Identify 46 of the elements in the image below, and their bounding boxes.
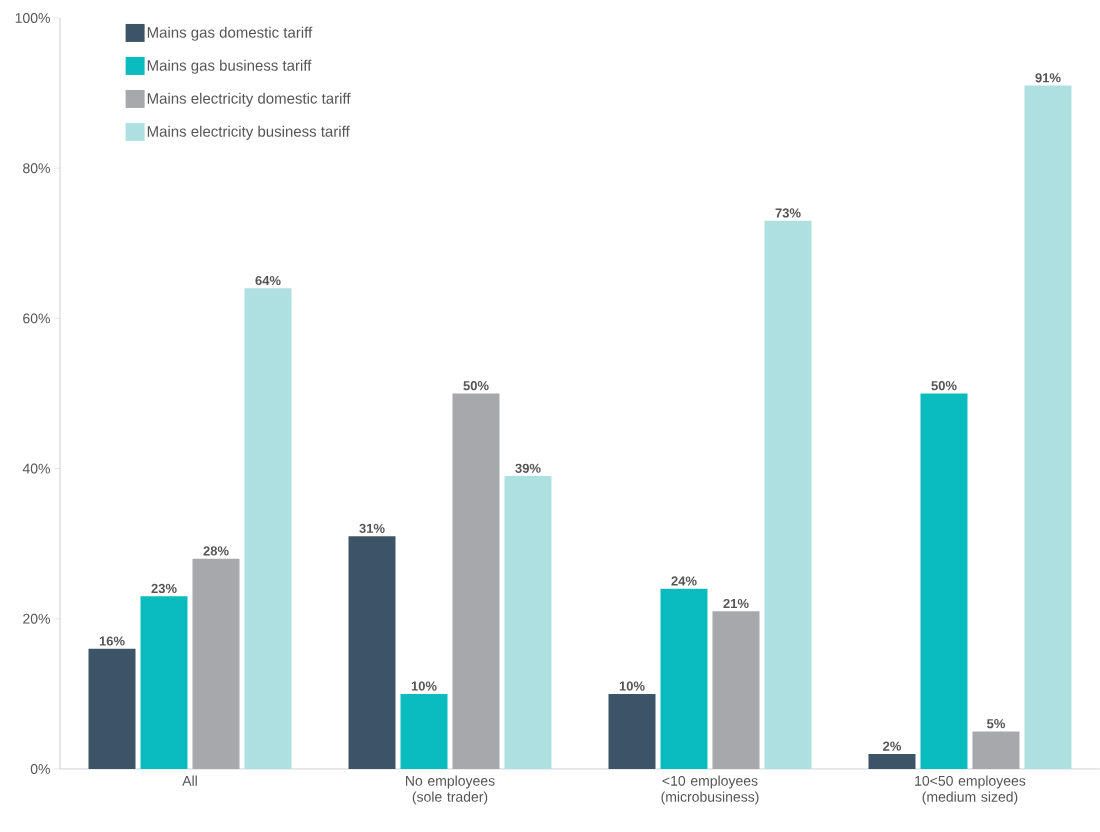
bar — [88, 648, 136, 769]
bar — [972, 731, 1020, 769]
data-label: 10% — [619, 681, 645, 691]
data-label: 10% — [411, 681, 437, 691]
data-label: 2% — [883, 741, 902, 751]
bar — [452, 393, 500, 769]
bar — [504, 476, 552, 769]
data-label: 5% — [987, 719, 1006, 729]
data-label: 39% — [515, 463, 541, 473]
y-tick-label: 100% — [15, 13, 50, 23]
data-label: 73% — [775, 208, 801, 218]
bar — [712, 611, 760, 769]
data-label: 50% — [931, 381, 957, 391]
y-tick-label: 60% — [23, 313, 50, 324]
legend-label: Mains electricity domestic tariff — [147, 92, 351, 107]
data-label: 50% — [463, 381, 489, 391]
x-tick-label: <10 employees (microbusiness) — [661, 775, 759, 805]
bar — [1024, 85, 1072, 769]
data-label: 16% — [99, 636, 125, 646]
data-label: 91% — [1035, 73, 1061, 83]
data-label: 31% — [359, 523, 385, 533]
legend-label: Mains electricity business tariff — [147, 125, 350, 140]
bar — [764, 220, 812, 769]
data-label: 64% — [255, 275, 281, 286]
bar — [608, 693, 656, 769]
data-label: 23% — [151, 583, 177, 594]
y-tick-label: 20% — [23, 613, 50, 624]
data-label: 28% — [203, 546, 229, 556]
bar — [348, 536, 396, 769]
y-tick-label: 40% — [22, 463, 50, 474]
data-label: 21% — [723, 598, 749, 609]
x-tick-label: 10<50 employees (medium sized) — [915, 775, 1026, 805]
bar — [192, 558, 240, 769]
bar — [140, 596, 188, 769]
legend-label: Mains gas domestic tariff — [147, 26, 313, 41]
bar — [244, 288, 292, 769]
bar — [660, 588, 708, 769]
bar — [920, 393, 968, 769]
bar — [400, 693, 448, 769]
y-tick-label: 0% — [30, 764, 50, 774]
data-label: 24% — [671, 576, 697, 586]
x-tick-label: No employees (sole trader) — [406, 775, 495, 805]
x-tick-label: All — [182, 775, 197, 786]
legend-label: Mains gas business tariff — [147, 59, 312, 74]
y-tick-label: 80% — [23, 163, 50, 174]
bar — [868, 753, 916, 769]
